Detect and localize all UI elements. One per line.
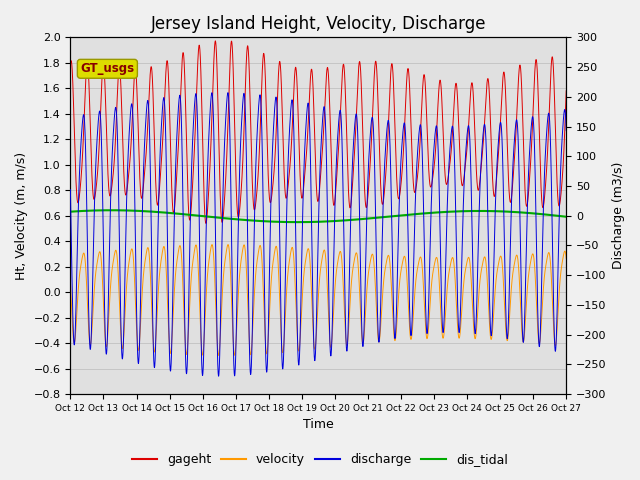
Title: Jersey Island Height, Velocity, Discharge: Jersey Island Height, Velocity, Discharg… <box>150 15 486 33</box>
X-axis label: Time: Time <box>303 419 333 432</box>
Legend: gageht, velocity, discharge, dis_tidal: gageht, velocity, discharge, dis_tidal <box>127 448 513 471</box>
Text: GT_usgs: GT_usgs <box>80 62 134 75</box>
Y-axis label: Discharge (m3/s): Discharge (m3/s) <box>612 162 625 269</box>
Y-axis label: Ht, Velocity (m, m/s): Ht, Velocity (m, m/s) <box>15 152 28 280</box>
